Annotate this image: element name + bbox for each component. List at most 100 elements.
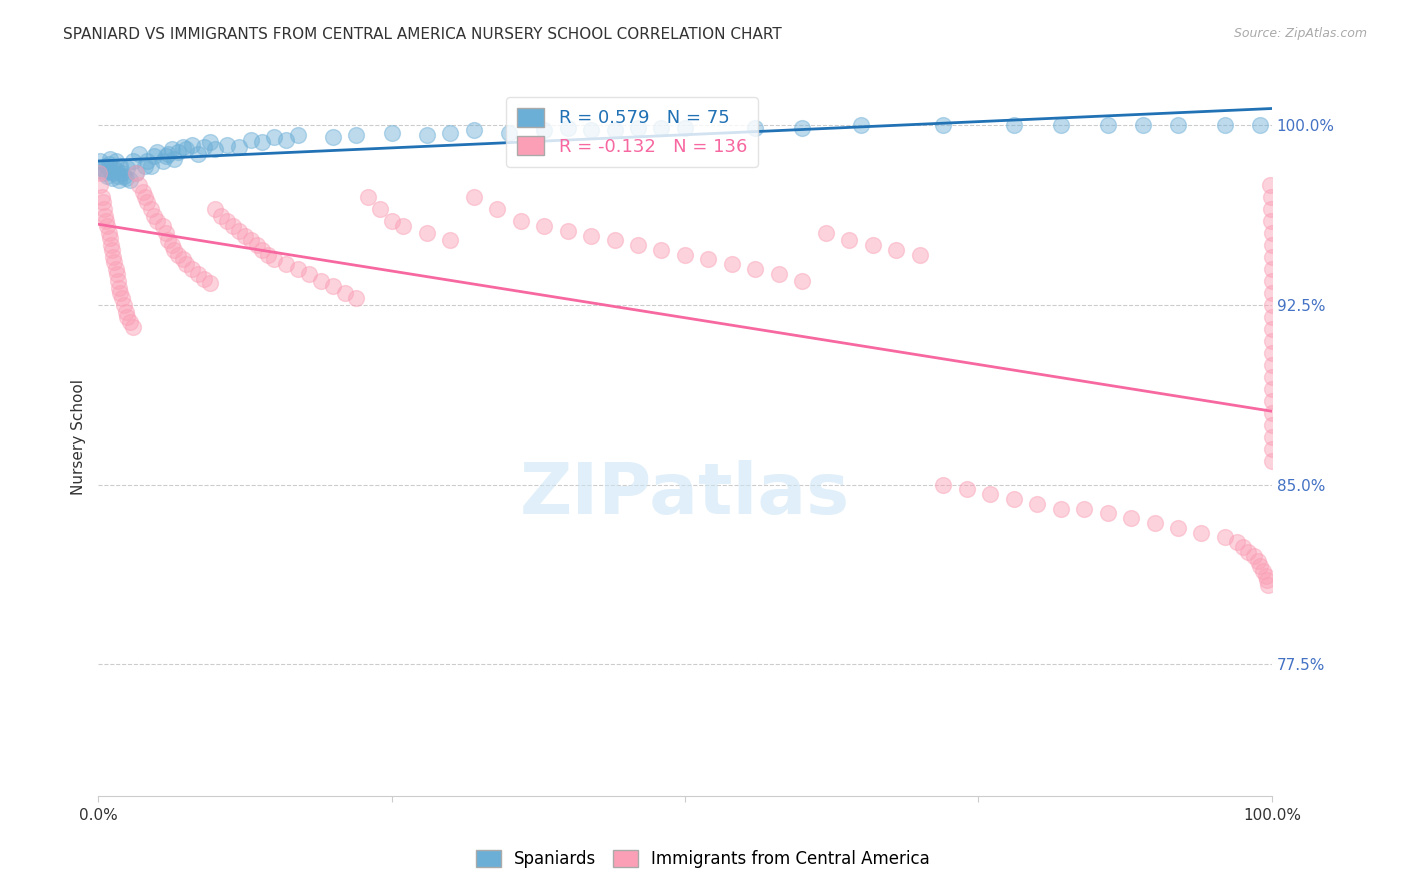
- Point: [139, 159, 162, 173]
- Point: [1261, 430, 1284, 444]
- Point: [96, 219, 118, 233]
- Point: [209, 210, 232, 224]
- Point: [93, 166, 115, 180]
- Point: [139, 202, 162, 216]
- Point: [103, 250, 125, 264]
- Point: [956, 483, 979, 497]
- Point: [1167, 119, 1189, 133]
- Point: [1254, 568, 1277, 582]
- Point: [744, 120, 766, 135]
- Point: [1191, 525, 1213, 540]
- Point: [239, 133, 262, 147]
- Point: [274, 133, 297, 147]
- Point: [245, 238, 267, 252]
- Point: [105, 267, 128, 281]
- Point: [908, 248, 931, 262]
- Point: [128, 178, 150, 193]
- Point: [112, 298, 135, 312]
- Point: [1132, 119, 1154, 133]
- Point: [1097, 119, 1119, 133]
- Point: [557, 224, 579, 238]
- Point: [89, 166, 111, 180]
- Point: [107, 169, 129, 183]
- Point: [89, 154, 111, 169]
- Point: [181, 137, 204, 152]
- Point: [122, 154, 145, 169]
- Point: [274, 257, 297, 271]
- Point: [110, 159, 132, 173]
- Point: [1261, 442, 1284, 456]
- Point: [1251, 564, 1274, 578]
- Point: [673, 120, 696, 135]
- Point: [627, 120, 650, 135]
- Point: [1237, 544, 1260, 558]
- Point: [98, 152, 121, 166]
- Point: [1257, 578, 1279, 592]
- Y-axis label: Nursery School: Nursery School: [72, 379, 86, 495]
- Point: [1260, 202, 1282, 216]
- Point: [104, 262, 127, 277]
- Point: [172, 140, 194, 154]
- Point: [792, 274, 814, 288]
- Point: [814, 226, 837, 240]
- Point: [187, 147, 209, 161]
- Point: [96, 159, 118, 173]
- Point: [134, 190, 156, 204]
- Point: [124, 166, 146, 180]
- Point: [1002, 491, 1025, 506]
- Point: [309, 274, 332, 288]
- Point: [157, 147, 180, 161]
- Point: [287, 262, 309, 277]
- Point: [105, 164, 128, 178]
- Point: [217, 137, 239, 152]
- Point: [1261, 298, 1284, 312]
- Point: [579, 228, 602, 243]
- Point: [1249, 119, 1271, 133]
- Point: [1002, 119, 1025, 133]
- Text: ZIPatlas: ZIPatlas: [520, 459, 851, 529]
- Point: [1260, 190, 1282, 204]
- Point: [174, 142, 197, 156]
- Point: [118, 315, 141, 329]
- Point: [322, 130, 344, 145]
- Point: [263, 252, 285, 267]
- Point: [333, 285, 356, 300]
- Point: [979, 487, 1001, 501]
- Point: [298, 267, 321, 281]
- Point: [439, 126, 461, 140]
- Point: [650, 120, 672, 135]
- Point: [104, 154, 127, 169]
- Point: [136, 194, 159, 209]
- Point: [155, 226, 177, 240]
- Point: [1261, 226, 1284, 240]
- Point: [97, 226, 120, 240]
- Point: [1143, 516, 1166, 530]
- Point: [96, 169, 118, 183]
- Point: [103, 161, 125, 176]
- Point: [673, 248, 696, 262]
- Point: [697, 252, 720, 267]
- Point: [1226, 535, 1249, 549]
- Point: [1260, 214, 1282, 228]
- Point: [108, 173, 131, 187]
- Point: [368, 202, 391, 216]
- Point: [1049, 501, 1071, 516]
- Point: [198, 135, 221, 149]
- Point: [107, 274, 129, 288]
- Point: [884, 243, 907, 257]
- Point: [136, 154, 159, 169]
- Point: [1261, 453, 1284, 467]
- Point: [1256, 574, 1278, 588]
- Point: [93, 202, 115, 216]
- Point: [463, 190, 485, 204]
- Point: [101, 171, 124, 186]
- Point: [131, 186, 153, 200]
- Point: [167, 248, 190, 262]
- Point: [152, 154, 174, 169]
- Point: [1213, 119, 1236, 133]
- Point: [252, 135, 274, 149]
- Point: [416, 128, 439, 142]
- Point: [112, 169, 135, 183]
- Point: [91, 194, 114, 209]
- Point: [1261, 393, 1284, 408]
